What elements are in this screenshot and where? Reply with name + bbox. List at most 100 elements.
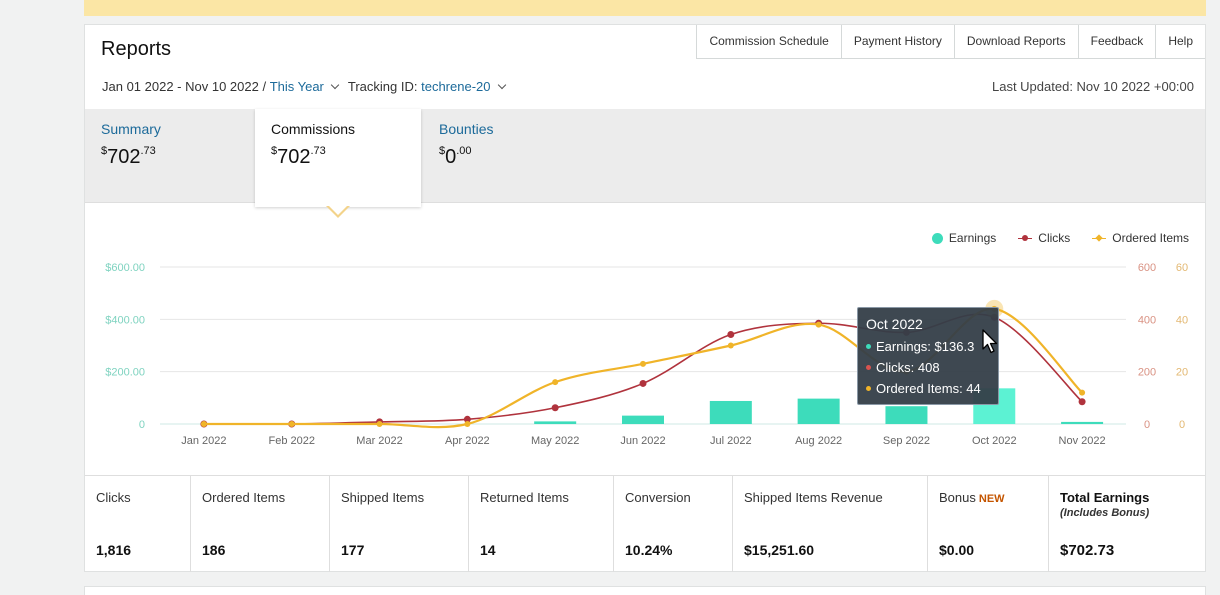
tooltip-earnings: Earnings: $136.3 <box>866 336 990 357</box>
report-filters: Jan 01 2022 - Nov 10 2022 / This Year Tr… <box>102 79 515 94</box>
earnings-bar <box>797 398 840 424</box>
stat-value: 186 <box>202 542 226 558</box>
y-right-orders-tick-label: 40 <box>1176 314 1188 326</box>
tab-commissions-amount: $702.73 <box>271 145 326 168</box>
y-left-tick-label: 0 <box>139 419 145 431</box>
ordered-items-point <box>464 421 471 427</box>
earnings-bar <box>622 415 664 424</box>
stat-bonus: Bonus NEW $0.00 <box>928 476 1049 572</box>
y-right-clicks-tick-label: 600 <box>1138 262 1156 274</box>
tracking-id-label: Tracking ID: <box>347 79 418 94</box>
x-tick-label: May 2022 <box>531 435 579 447</box>
chevron-down-icon[interactable] <box>330 80 340 90</box>
clicks-point <box>639 379 647 387</box>
stat-value: 10.24% <box>625 542 673 558</box>
stat-value: $15,251.60 <box>744 542 815 558</box>
x-tick-label: Jan 2022 <box>181 435 226 447</box>
tab-bounties[interactable]: Bounties $0.00 <box>423 109 591 203</box>
feedback-tab[interactable]: Feedback <box>1079 25 1157 58</box>
y-right-clicks-tick-label: 0 <box>1144 419 1150 431</box>
stat-label: Ordered Items <box>202 490 286 505</box>
tooltip-clicks: Clicks: 408 <box>866 357 990 378</box>
tab-bounties-label: Bounties <box>439 121 494 137</box>
stat-label: Returned Items <box>480 490 569 505</box>
tab-commissions[interactable]: Commissions $702.73 <box>255 109 421 207</box>
x-tick-label: Aug 2022 <box>795 435 842 447</box>
stat-label: Bonus NEW <box>939 490 1005 505</box>
legend-ordered-items[interactable]: Ordered Items <box>1092 231 1189 245</box>
y-right-orders-tick-label: 20 <box>1176 367 1188 379</box>
ordered-items-point <box>376 421 383 427</box>
stat-label: Shipped Items <box>341 490 425 505</box>
x-tick-label: Oct 2022 <box>972 435 1017 447</box>
page-title: Reports <box>101 38 172 60</box>
ordered-items-point <box>640 360 646 367</box>
stat-sublabel: (Includes Bonus) <box>1060 507 1150 519</box>
stat-clicks: Clicks 1,816 <box>85 476 191 572</box>
stat-label: Total Earnings <box>1060 490 1150 505</box>
tooltip-title: Oct 2022 <box>866 316 923 332</box>
mouse-cursor-icon <box>982 329 998 354</box>
legend-earnings[interactable]: Earnings <box>931 231 997 245</box>
stat-value: 1,816 <box>96 542 132 558</box>
stat-value: $0.00 <box>939 542 975 558</box>
chevron-down-icon[interactable] <box>497 80 506 90</box>
y-left-tick-label: $600.00 <box>105 262 145 274</box>
legend-ordered-items-label: Ordered Items <box>1112 231 1189 245</box>
stat-value: 14 <box>480 542 496 558</box>
earnings-bar <box>885 406 928 424</box>
date-preset-dropdown[interactable]: This Year <box>269 79 324 94</box>
notice-banner <box>84 0 1206 16</box>
payment-history-tab[interactable]: Payment History <box>842 25 955 58</box>
date-range-text: Jan 01 2022 - Nov 10 2022 / <box>102 79 267 94</box>
x-tick-label: Jun 2022 <box>620 435 665 447</box>
ordered-items-point <box>288 421 295 427</box>
summary-tabs: Summary $702.73 Commissions $702.73 Boun… <box>85 109 1205 207</box>
y-right-orders-tick-label: 0 <box>1179 419 1185 431</box>
chart-canvas: $600.00 600 60$400.00 400 40$200.00 200 200 0 0J… <box>105 262 1188 447</box>
stat-returned-items: Returned Items 14 <box>469 476 614 572</box>
clicks-point <box>463 415 471 423</box>
y-left-tick-label: $400.00 <box>105 314 145 326</box>
earnings-bar <box>534 421 577 424</box>
stat-value: $702.73 <box>1060 542 1115 559</box>
tab-summary[interactable]: Summary $702.73 <box>85 109 253 203</box>
stat-conversion: Conversion 10.24% <box>614 476 733 572</box>
next-card <box>84 586 1206 595</box>
x-tick-label: Apr 2022 <box>445 435 490 447</box>
commission-schedule-tab[interactable]: Commission Schedule <box>697 25 842 58</box>
tab-summary-amount: $702.73 <box>101 145 156 168</box>
stat-label: Conversion <box>625 490 691 505</box>
tracking-id-dropdown[interactable]: techrene-20 <box>421 79 491 94</box>
earnings-bar <box>1061 421 1104 424</box>
last-updated-text: Last Updated: Nov 10 2022 +00:00 <box>991 79 1194 94</box>
legend-earnings-label: Earnings <box>948 231 997 245</box>
stat-shipped-items: Shipped Items 177 <box>330 476 469 572</box>
y-right-clicks-tick-label: 400 <box>1138 314 1156 326</box>
earnings-dot-icon <box>931 232 943 244</box>
tab-bounties-amount: $0.00 <box>439 145 472 168</box>
earnings-bar <box>709 400 752 424</box>
chart-legend: Earnings Clicks Ordered Items <box>910 231 1189 245</box>
chart-tooltip: Oct 2022 Earnings: $136.3 Clicks: 408 Or… <box>857 307 999 405</box>
ordered-items-point <box>552 379 559 386</box>
tab-commissions-label: Commissions <box>271 121 356 137</box>
legend-clicks-label: Clicks <box>1038 231 1071 245</box>
y-right-clicks-tick-label: 200 <box>1138 367 1156 379</box>
x-tick-label: Jul 2022 <box>710 435 752 447</box>
top-nav-tabs: Commission Schedule Payment History Down… <box>696 25 1205 59</box>
reports-card: Reports Commission Schedule Payment Hist… <box>84 24 1206 572</box>
ordered-items-point <box>1079 389 1086 396</box>
ordered-items-point <box>727 342 734 349</box>
x-tick-label: Mar 2022 <box>356 435 402 447</box>
stat-label: Clicks <box>96 490 131 505</box>
earnings-chart: Earnings Clicks Ordered Items $600.00 600… <box>85 203 1205 475</box>
active-tab-pointer <box>326 205 350 218</box>
legend-clicks[interactable]: Clicks <box>1018 231 1070 245</box>
download-reports-tab[interactable]: Download Reports <box>955 25 1079 58</box>
tooltip-ordered-items: Ordered Items: 44 <box>866 378 990 399</box>
clicks-marker-icon <box>1018 234 1033 242</box>
stats-row: Clicks 1,816 Ordered Items 186 Shipped I… <box>85 475 1205 572</box>
clicks-point <box>1078 398 1086 406</box>
help-tab[interactable]: Help <box>1168 34 1193 48</box>
